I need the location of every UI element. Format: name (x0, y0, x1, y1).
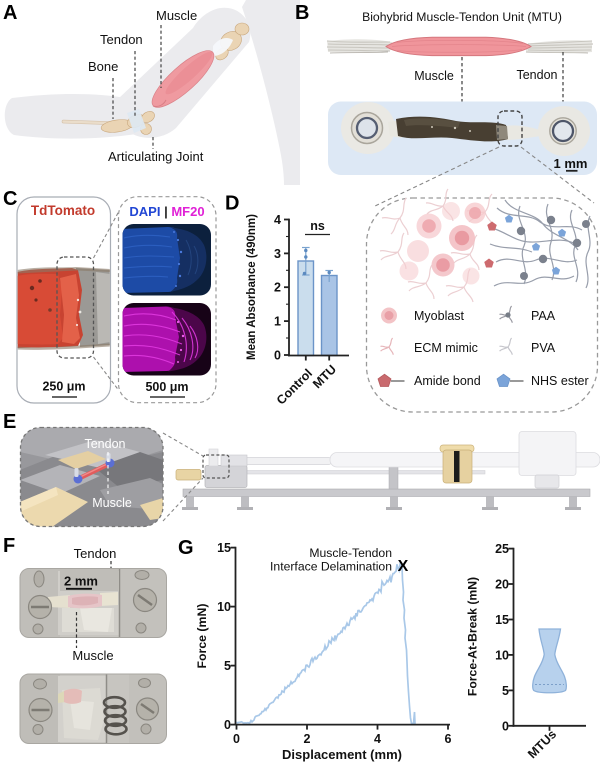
svg-text:F: F (3, 535, 15, 557)
svg-text:Interface Delamination: Interface Delamination (270, 560, 392, 574)
svg-text:DAPI | MF20: DAPI | MF20 (129, 204, 204, 219)
svg-text:Force-At-Break (mN): Force-At-Break (mN) (466, 577, 480, 696)
svg-text:0: 0 (224, 718, 231, 732)
svg-text:Tendon: Tendon (516, 68, 557, 82)
svg-text:2: 2 (274, 281, 281, 295)
svg-text:2 mm: 2 mm (64, 574, 98, 589)
svg-text:20: 20 (495, 578, 509, 592)
svg-text:ns: ns (310, 219, 325, 233)
svg-text:ECM mimic: ECM mimic (414, 341, 478, 355)
svg-text:5: 5 (502, 684, 509, 698)
svg-text:15: 15 (217, 541, 231, 555)
svg-text:6: 6 (445, 732, 452, 746)
svg-text:Articulating Joint: Articulating Joint (108, 149, 204, 164)
svg-text:PVA: PVA (531, 341, 556, 355)
svg-text:4: 4 (374, 732, 381, 746)
svg-text:Biohybrid Muscle-Tendon Unit (: Biohybrid Muscle-Tendon Unit (MTU) (362, 10, 562, 24)
svg-text:Tendon: Tendon (84, 437, 125, 451)
svg-text:Muscle: Muscle (92, 496, 132, 510)
svg-text:2: 2 (304, 732, 311, 746)
svg-text:15: 15 (495, 613, 509, 627)
svg-text:Control: Control (274, 366, 315, 407)
svg-text:Muscle: Muscle (414, 69, 454, 83)
svg-text:0: 0 (233, 732, 240, 746)
svg-text:1: 1 (274, 315, 281, 329)
svg-text:PAA: PAA (531, 309, 556, 323)
svg-text:MTUs: MTUs (525, 727, 559, 761)
svg-text:D: D (225, 193, 239, 215)
svg-text:E: E (3, 411, 16, 433)
svg-text:5: 5 (224, 659, 231, 673)
svg-text:X: X (398, 558, 409, 575)
svg-text:25: 25 (495, 542, 509, 556)
svg-text:Muscle: Muscle (156, 8, 197, 23)
svg-text:10: 10 (495, 648, 509, 662)
svg-text:Mean Absorbance (490nm): Mean Absorbance (490nm) (246, 214, 258, 360)
svg-text:MTU: MTU (310, 362, 339, 391)
svg-text:250 μm: 250 μm (42, 380, 85, 394)
svg-text:Bone: Bone (88, 59, 118, 74)
svg-text:0: 0 (502, 719, 509, 733)
svg-text:Muscle-Tendon: Muscle-Tendon (309, 546, 392, 560)
svg-text:Muscle: Muscle (72, 648, 113, 663)
svg-text:500 μm: 500 μm (145, 380, 188, 394)
svg-text:C: C (3, 188, 17, 210)
svg-text:Tendon: Tendon (74, 546, 117, 561)
svg-text:NHS ester: NHS ester (531, 374, 589, 388)
svg-text:Force (mN): Force (mN) (195, 604, 209, 669)
svg-text:10: 10 (217, 600, 231, 614)
svg-text:3: 3 (274, 247, 281, 261)
svg-text:TdTomato: TdTomato (31, 203, 95, 218)
svg-text:Myoblast: Myoblast (414, 309, 465, 323)
svg-text:Displacement (mm): Displacement (mm) (282, 747, 402, 762)
svg-text:1 mm: 1 mm (554, 156, 588, 171)
svg-text:0: 0 (274, 349, 281, 363)
svg-text:A: A (3, 2, 17, 24)
svg-text:Tendon: Tendon (100, 32, 143, 47)
svg-text:B: B (295, 2, 309, 24)
svg-text:4: 4 (274, 213, 281, 227)
svg-text:Amide bond: Amide bond (414, 374, 481, 388)
svg-text:G: G (178, 537, 194, 559)
